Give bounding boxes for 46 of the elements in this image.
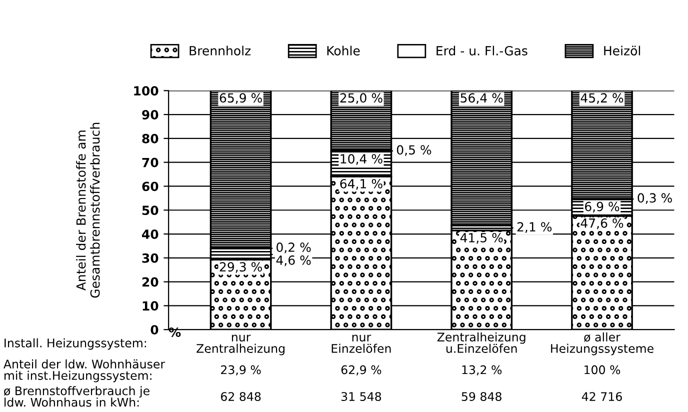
data-label: 41,5 %	[460, 232, 503, 244]
data-label: 65,9 %	[220, 93, 262, 104]
legend-label: Heizöl	[604, 46, 640, 56]
y-tick-label: 100	[134, 86, 158, 96]
text: Anteil der ldw. Wohnhäuser mit inst.Heizungssystem:	[4, 359, 166, 382]
data-label: 45,2 %	[580, 93, 624, 104]
text: 62,9 %	[341, 365, 382, 376]
data-label: 2,1 %	[517, 222, 552, 233]
x-tick-label: ø aller Heizungssysteme	[551, 332, 654, 356]
text: 31 548	[341, 392, 382, 402]
text: 100 %	[584, 365, 620, 374]
y-tick-label: 30	[142, 253, 158, 263]
text: 23,9 %	[221, 365, 261, 376]
y-tick-label: 80	[142, 134, 158, 144]
x-tick-label: Zentralheizung u.Einzelöfen	[437, 332, 526, 353]
data-label: 6,9 %	[585, 202, 620, 213]
data-label: 0,3 %	[638, 193, 672, 204]
y-tick-label: 60	[142, 182, 158, 192]
text: 62 848	[220, 392, 261, 402]
data-label: 0,2 %	[276, 242, 311, 254]
text: ø Brennstoffverbrauch je ldw. Wohnhaus in kWh:	[4, 386, 150, 407]
y-tick-label: 10	[142, 301, 158, 311]
data-label: 25,0 %	[340, 93, 382, 104]
y-tick-label: 50	[142, 206, 158, 216]
y-tick-label: 0	[150, 325, 158, 335]
legend-label: Erd - u. Fl.-Gas	[436, 46, 528, 56]
data-label: 29,3 %	[220, 262, 262, 273]
text: 13,2 %	[462, 365, 502, 376]
y-tick-label: 90	[142, 110, 158, 120]
data-label: 4,6 %	[276, 255, 311, 266]
text: 59 848	[462, 392, 502, 402]
legend-label: Brennholz	[190, 46, 251, 56]
y-axis-title: Anteil der Brennstoffe am Gesamtbrennstoffverbrauch	[76, 122, 100, 298]
text: Install. Heizungssystem:	[4, 338, 146, 350]
data-label: 0,5 %	[396, 145, 432, 156]
y-tick-label: 70	[142, 158, 158, 168]
y-tick-label: 40	[142, 229, 158, 239]
x-tick-label: nur Zentralheizung	[196, 334, 284, 356]
legend-label: Kohle	[327, 46, 360, 56]
data-label: 56,4 %	[460, 93, 503, 104]
data-label: 47,6 %	[580, 218, 624, 230]
data-label: 64,1 %	[340, 178, 382, 190]
text: 42 716	[582, 392, 622, 402]
x-tick-label: nur Einzelöfen	[332, 334, 391, 353]
y-tick-label: 20	[142, 277, 158, 287]
data-label: 10,4 %	[340, 154, 382, 165]
